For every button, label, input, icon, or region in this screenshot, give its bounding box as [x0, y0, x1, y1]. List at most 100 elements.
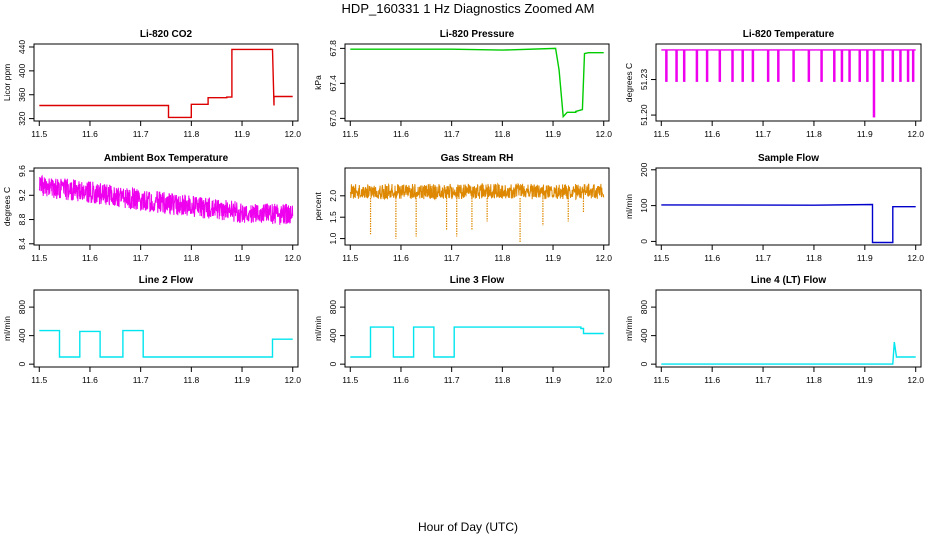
- y-tick-label: 51.20: [639, 104, 649, 126]
- x-tick-label: 11.5: [31, 129, 47, 139]
- panel-line2: Line 2 Flow ml/min 11.5 11.6 11.7 11.8 11.9 12.…: [2, 275, 301, 385]
- x-tick-label: 11.6: [393, 253, 409, 263]
- panel-title: Li-820 CO2: [140, 29, 193, 40]
- panel-title: Ambient Box Temperature: [104, 153, 229, 164]
- x-tick-label: 11.8: [806, 129, 822, 139]
- series-line: [350, 326, 604, 358]
- temperature-dip: [792, 49, 795, 82]
- panel-rh: Gas Stream RH percent 11.5 11.6 11.7 11.8 11.9…: [313, 153, 612, 263]
- y-tick-label: 800: [17, 300, 27, 314]
- x-tick-label: 11.5: [653, 253, 669, 263]
- y-tick-label: 67.8: [328, 40, 338, 57]
- y-tick-label: 800: [639, 300, 649, 314]
- panel-title: Line 3 Flow: [450, 275, 505, 286]
- x-tick-label: 12.0: [907, 375, 924, 385]
- temperature-dip: [881, 49, 884, 82]
- x-tick-label: 11.6: [82, 129, 98, 139]
- y-tick-label: 2.0: [328, 190, 338, 202]
- temperature-dip: [675, 49, 678, 82]
- plot-frame: [655, 167, 922, 246]
- y-axis-label: ml/min: [2, 316, 12, 341]
- temperature-dip: [705, 49, 709, 82]
- x-tick-label: 11.7: [133, 375, 149, 385]
- plot-frame: [655, 289, 922, 368]
- plot-frame: [344, 289, 610, 368]
- plot-frame: [655, 43, 922, 122]
- temperature-dip: [718, 49, 722, 82]
- x-tick-label: 11.6: [393, 129, 409, 139]
- x-tick-label: 11.9: [545, 129, 561, 139]
- panel-title: Gas Stream RH: [441, 153, 514, 164]
- figure-title: HDP_160331 1 Hz Diagnostics Zoomed AM: [342, 1, 595, 16]
- panel-licor_temp: Li-820 Temperature degrees C 11.5 11.6 11.7 1…: [624, 29, 924, 139]
- series-line: [661, 203, 916, 244]
- y-tick-label: 67.4: [328, 75, 338, 92]
- y-axis-label: ml/min: [313, 316, 323, 341]
- y-tick-label: 400: [639, 328, 649, 342]
- y-tick-label: 100: [639, 198, 649, 212]
- temperature-dip: [665, 49, 668, 82]
- temperature-dip: [906, 49, 910, 82]
- x-tick-label: 12.0: [907, 129, 924, 139]
- x-tick-label: 11.7: [755, 375, 771, 385]
- plot-data: [39, 48, 293, 119]
- temperature-dip: [731, 49, 734, 82]
- y-tick-label: 8.8: [17, 213, 27, 225]
- figure-x-axis-label: Hour of Day (UTC): [418, 520, 518, 534]
- x-tick-label: 11.7: [444, 375, 460, 385]
- series-line: [39, 329, 293, 358]
- panel-title: Line 2 Flow: [139, 275, 194, 286]
- x-tick-label: 11.6: [704, 129, 720, 139]
- y-tick-label: 51.23: [639, 69, 649, 91]
- x-tick-label: 12.0: [907, 253, 924, 263]
- x-tick-label: 11.5: [342, 253, 358, 263]
- x-tick-label: 12.0: [284, 375, 301, 385]
- y-axis-label: degrees C: [2, 187, 12, 226]
- temperature-dip: [911, 49, 915, 82]
- panel-title: Sample Flow: [758, 153, 819, 164]
- plot-data: [38, 174, 294, 225]
- x-tick-label: 11.5: [653, 129, 669, 139]
- series-line: [350, 47, 604, 119]
- x-tick-label: 11.7: [444, 129, 460, 139]
- plot-frame: [344, 167, 610, 246]
- x-tick-label: 11.5: [31, 253, 47, 263]
- x-tick-label: 11.7: [755, 253, 771, 263]
- x-tick-label: 11.6: [704, 375, 720, 385]
- x-tick-label: 12.0: [284, 253, 301, 263]
- y-tick-label: 0: [639, 239, 649, 244]
- x-tick-label: 12.0: [595, 375, 612, 385]
- x-tick-label: 11.5: [653, 375, 669, 385]
- temperature-dip: [866, 49, 869, 82]
- plot-frame: [33, 43, 299, 122]
- temperature-dip: [766, 49, 770, 82]
- y-tick-label: 400: [328, 328, 338, 342]
- x-tick-label: 12.0: [595, 129, 612, 139]
- y-axis-label: degrees C: [624, 63, 634, 102]
- x-tick-label: 11.9: [857, 129, 873, 139]
- x-tick-label: 11.8: [183, 375, 199, 385]
- temperature-dip: [751, 49, 755, 82]
- panel-line4: Line 4 (LT) Flow ml/min 11.5 11.6 11.7 11.8 11…: [624, 275, 924, 385]
- x-tick-label: 11.8: [806, 253, 822, 263]
- temperature-dip: [833, 49, 836, 82]
- temperature-dip: [848, 49, 851, 82]
- y-axis-label: percent: [313, 192, 323, 221]
- x-tick-label: 12.0: [595, 253, 612, 263]
- x-tick-label: 11.8: [183, 253, 199, 263]
- x-tick-label: 11.7: [755, 129, 771, 139]
- x-tick-label: 11.9: [234, 375, 250, 385]
- series-line: [349, 182, 605, 201]
- x-tick-label: 11.9: [234, 129, 250, 139]
- x-tick-label: 11.8: [494, 253, 510, 263]
- y-axis-label: ml/min: [624, 316, 634, 341]
- x-tick-label: 11.8: [494, 129, 510, 139]
- x-tick-label: 11.7: [133, 253, 149, 263]
- series-line: [38, 174, 294, 225]
- y-tick-label: 9.2: [17, 189, 27, 201]
- series-line: [39, 48, 293, 119]
- y-tick-label: 9.6: [17, 165, 27, 177]
- y-tick-label: 67.0: [328, 110, 338, 127]
- y-tick-label: 0: [328, 362, 338, 367]
